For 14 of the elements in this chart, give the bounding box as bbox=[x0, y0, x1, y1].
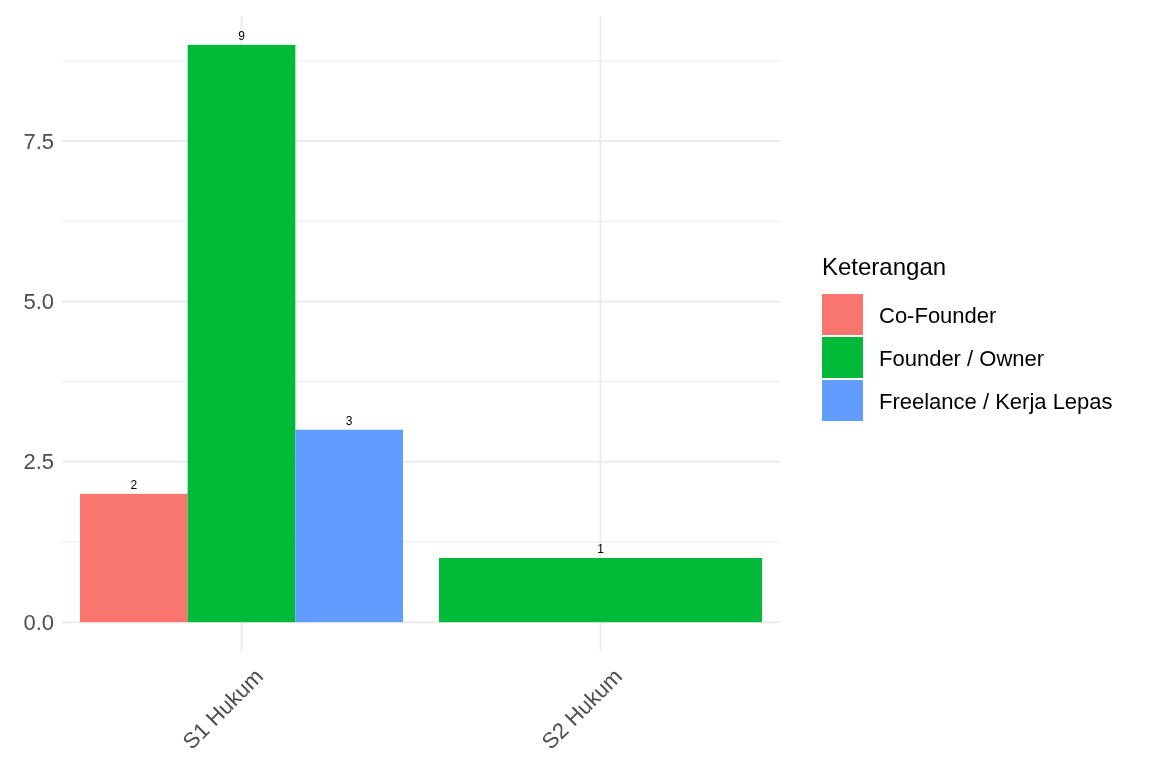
legend-label: Freelance / Kerja Lepas bbox=[879, 389, 1113, 414]
data-label: 1 bbox=[597, 541, 605, 556]
data-label: 2 bbox=[130, 477, 138, 492]
legend-title: Keterangan bbox=[822, 253, 947, 280]
y-tick-label: 7.5 bbox=[23, 128, 54, 154]
bar bbox=[79, 493, 188, 623]
data-label: 9 bbox=[238, 28, 246, 43]
y-tick-label: 0.0 bbox=[23, 609, 54, 635]
legend-label: Founder / Owner bbox=[879, 346, 1045, 371]
y-tick-label: 2.5 bbox=[23, 449, 54, 475]
legend-label: Co-Founder bbox=[879, 303, 997, 328]
bar bbox=[295, 429, 404, 623]
data-label: 3 bbox=[345, 413, 353, 428]
y-tick-label: 5.0 bbox=[23, 288, 54, 314]
